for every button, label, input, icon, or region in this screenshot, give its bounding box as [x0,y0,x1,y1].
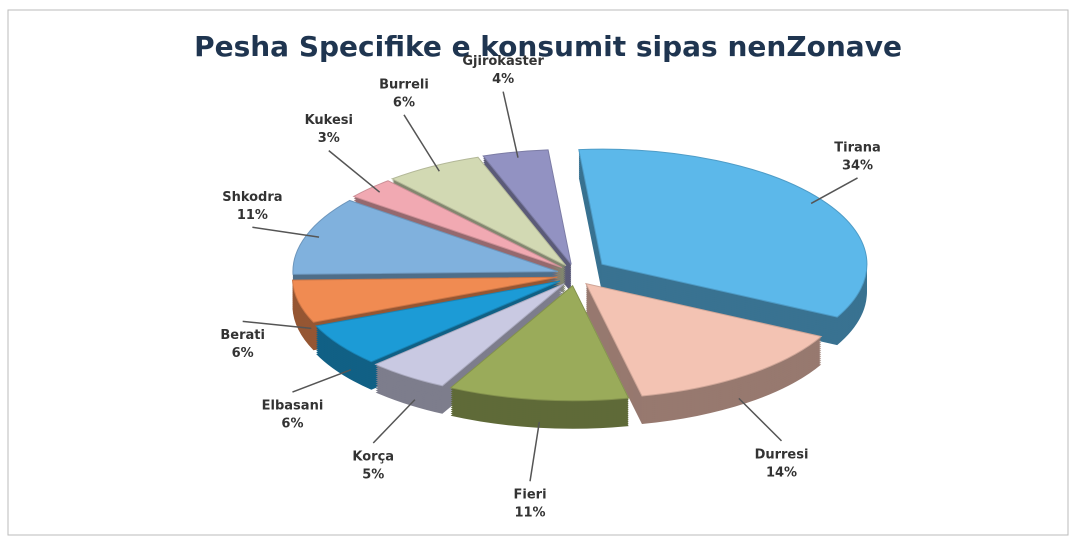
leader-line [810,177,858,205]
slice-value-label: 6% [393,95,415,110]
slice [315,280,561,363]
leader-line [529,421,541,482]
slice-label: Korça [352,450,394,465]
slice-value-label: 34% [842,158,873,173]
slice-value-label: 11% [237,208,268,223]
slice [578,148,868,318]
slice-value-label: 11% [514,506,545,521]
leader-line [292,369,352,393]
leader-line [252,226,320,238]
slice-value-label: 4% [492,72,514,87]
slice-value-label: 3% [318,131,340,146]
slice [585,282,823,397]
slice [374,283,565,387]
slice-label: Gjirokaster [462,54,544,69]
chart-title: Pesha Specifike e konsumit sipas nenZona… [194,30,902,63]
leader-line [403,114,440,172]
slice-label: Elbasani [262,399,324,414]
slice-label: Tirana [834,140,881,155]
leader-line [738,397,783,442]
slice-label: Fieri [514,488,547,503]
slice-label: Durresi [755,447,809,462]
slice [291,276,558,323]
slice [390,156,567,267]
slice-label: Berati [220,328,265,343]
slice-label: Shkodra [222,190,282,205]
slice-value-label: 6% [281,417,303,432]
leader-line [372,399,416,444]
slice [352,180,563,269]
slice-label: Burreli [379,77,429,92]
slice-value-label: 6% [232,346,254,361]
slice [449,284,630,402]
leader-line [328,150,381,193]
slice-value-label: 5% [362,468,384,483]
leader-line [502,91,519,158]
leader-line [242,320,312,330]
slice-value-label: 14% [766,465,797,480]
slice [482,149,572,265]
slice-label: Kukesi [305,113,353,128]
